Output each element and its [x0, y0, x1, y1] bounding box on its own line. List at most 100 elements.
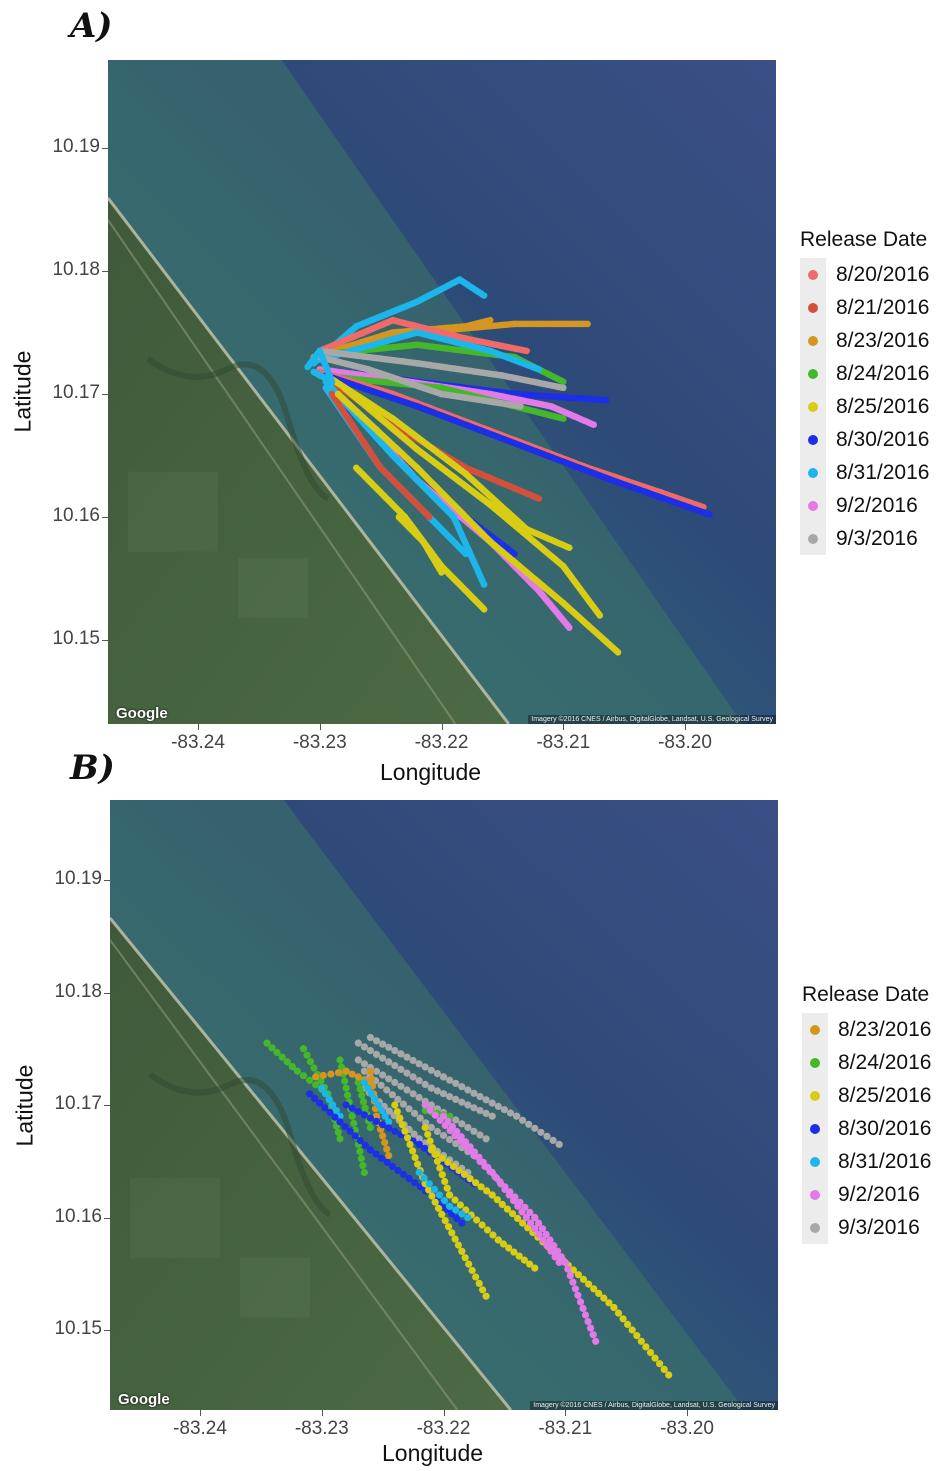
- track-point: [492, 1174, 501, 1182]
- track-point: [374, 1101, 382, 1109]
- shoreline: [108, 197, 510, 724]
- track-point: [409, 1147, 417, 1155]
- track-point: [590, 421, 597, 429]
- track-point: [542, 1230, 550, 1238]
- track-point: [462, 550, 470, 558]
- drifter-track: [304, 347, 336, 386]
- track-point: [576, 1298, 585, 1306]
- track-point: [415, 1168, 423, 1177]
- x-tick-label: -83.24: [171, 732, 225, 753]
- track-point: [440, 1197, 449, 1205]
- track-point: [514, 1202, 522, 1210]
- track-point: [475, 1153, 483, 1161]
- track-point: [342, 1067, 350, 1075]
- track-point: [590, 1285, 598, 1293]
- track-point: [633, 1332, 641, 1340]
- x-axis-title: Longitude: [382, 1440, 484, 1466]
- legend-label: 9/2/2016: [836, 493, 918, 517]
- legend-label: 8/31/2016: [836, 460, 930, 484]
- track-point: [619, 1315, 627, 1323]
- y-tick-label: 10.19: [52, 136, 100, 157]
- track-point: [484, 1163, 492, 1171]
- track-point: [379, 1132, 387, 1140]
- track-point: [448, 1229, 456, 1237]
- track-point: [405, 1175, 413, 1183]
- track-point: [514, 1214, 522, 1222]
- track-point: [383, 1145, 391, 1153]
- track-point: [566, 544, 573, 551]
- track-point: [403, 1053, 411, 1061]
- legend-dot-icon: [808, 270, 818, 280]
- track-point: [366, 1067, 374, 1075]
- track-point: [385, 1152, 393, 1160]
- track-point: [360, 1168, 368, 1177]
- legend-dot-icon: [810, 1058, 820, 1068]
- track-point: [460, 1170, 469, 1179]
- track-point: [581, 1311, 590, 1319]
- track-point: [344, 1091, 352, 1099]
- track-point: [444, 1117, 452, 1125]
- y-tick-mark: [104, 880, 110, 881]
- track-point: [525, 1120, 533, 1128]
- track-point: [488, 1191, 496, 1199]
- track-point: [488, 1112, 496, 1120]
- track-point: [497, 1180, 505, 1188]
- track-point: [452, 1116, 460, 1124]
- legend-item: 8/24/2016: [802, 1046, 931, 1079]
- track-point: [414, 1160, 422, 1168]
- track-point: [318, 1084, 326, 1092]
- track-point: [526, 1208, 534, 1216]
- x-tick-label: -83.20: [660, 1418, 714, 1439]
- legend-dot-icon: [808, 369, 818, 379]
- track-point: [334, 1128, 342, 1136]
- track-point: [483, 1226, 492, 1234]
- track-point: [555, 1258, 563, 1267]
- track-point: [409, 1056, 417, 1065]
- map-area[interactable]: Google Imagery ©2016 CNES / Airbus, Digi…: [110, 800, 778, 1410]
- track-point: [411, 1153, 419, 1162]
- track-point: [438, 1210, 446, 1218]
- track-point: [587, 1324, 595, 1332]
- track-point: [494, 1236, 502, 1244]
- map-area[interactable]: Google Imagery ©2016 CNES / Airbus, Digi…: [108, 60, 776, 724]
- track-point: [332, 1107, 340, 1115]
- track-point: [439, 1090, 448, 1098]
- legend-label: 8/24/2016: [836, 361, 930, 385]
- imagery-credit: Imagery ©2016 CNES / Airbus, DigitalGlob…: [528, 715, 776, 724]
- track-point: [396, 1114, 404, 1122]
- track-point: [358, 1091, 366, 1099]
- track-point: [574, 1291, 582, 1299]
- track-point: [433, 1087, 441, 1095]
- track-point: [462, 1138, 470, 1146]
- drifter-track: [316, 316, 530, 355]
- legend-key: [800, 258, 826, 291]
- track-point: [446, 1202, 454, 1210]
- track-point: [415, 1140, 423, 1148]
- y-tick-mark: [102, 517, 108, 518]
- track-point: [706, 511, 713, 518]
- track-point: [348, 1104, 356, 1112]
- track-point: [385, 1107, 393, 1115]
- track-point: [391, 1101, 399, 1109]
- track-point: [584, 1318, 592, 1326]
- y-tick-label: 10.15: [52, 628, 100, 649]
- track-point: [451, 1196, 459, 1204]
- track-point: [406, 1140, 414, 1148]
- x-tick-label: -83.22: [414, 732, 469, 753]
- track-point: [379, 1054, 387, 1062]
- track-point: [482, 1109, 490, 1117]
- track-point: [379, 1071, 387, 1079]
- y-tick-label: 10.18: [52, 259, 100, 280]
- track-point: [535, 495, 543, 502]
- track-point: [424, 1130, 432, 1138]
- track-point: [596, 612, 604, 619]
- legend-item: 8/31/2016: [800, 456, 929, 489]
- legend-dot-icon: [808, 303, 818, 313]
- track-point: [453, 1128, 461, 1136]
- track-point: [476, 1107, 484, 1115]
- track-point: [306, 1090, 314, 1098]
- track-point: [278, 1053, 286, 1061]
- x-tick-mark: [687, 1410, 688, 1416]
- track-point: [310, 1064, 318, 1072]
- track-point: [458, 1210, 466, 1218]
